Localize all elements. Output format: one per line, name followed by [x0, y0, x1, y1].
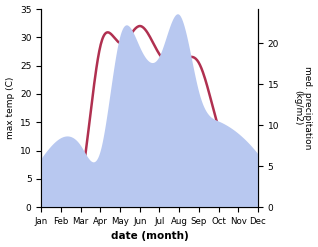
X-axis label: date (month): date (month) [111, 231, 189, 242]
Y-axis label: max temp (C): max temp (C) [5, 77, 15, 139]
Y-axis label: med. precipitation
(kg/m2): med. precipitation (kg/m2) [293, 66, 313, 150]
